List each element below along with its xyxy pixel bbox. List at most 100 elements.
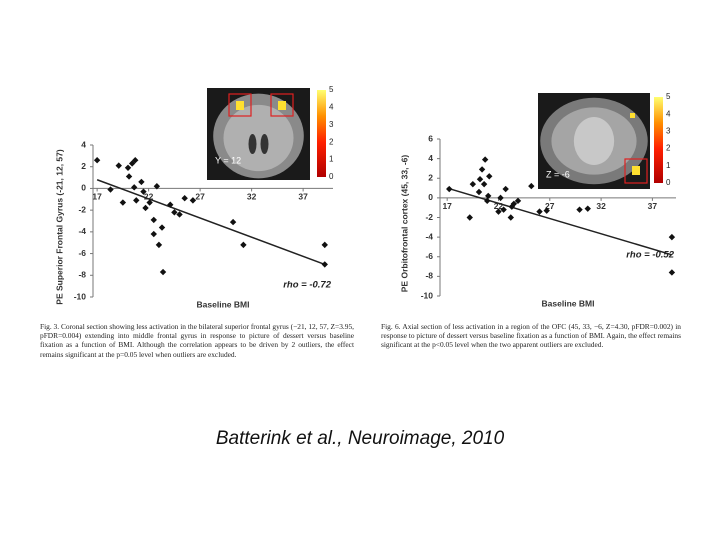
slice-label: Y = 12: [215, 155, 241, 165]
x-tick-label: 17: [92, 192, 102, 202]
y-tick-label: 2: [428, 173, 433, 183]
data-point: [584, 205, 591, 212]
x-tick-label: 27: [195, 192, 205, 202]
y-tick-label: 4: [428, 153, 433, 163]
x-tick-label: 37: [648, 201, 658, 211]
roi-box: [228, 93, 252, 117]
x-tick-label: 27: [545, 201, 555, 211]
data-point: [138, 178, 145, 186]
roi-box: [624, 158, 648, 184]
y-tick-label: -4: [78, 226, 86, 236]
data-point: [508, 203, 516, 210]
data-point: [140, 188, 147, 195]
y-tick-label: 2: [81, 161, 86, 171]
data-point: [155, 241, 163, 249]
data-point: [133, 197, 140, 204]
data-point: [475, 188, 483, 196]
data-point: [576, 206, 583, 213]
data-point: [189, 197, 197, 204]
x-axis-label: Baseline BMI: [542, 298, 595, 308]
colorbar-tick-label: 4: [329, 103, 334, 112]
colorbar-tick-label: 2: [329, 137, 334, 146]
data-point: [321, 241, 328, 249]
data-point: [159, 268, 167, 276]
x-axis-label: Baseline BMI: [197, 299, 250, 309]
caption: Fig. 3. Coronal section showing less act…: [40, 322, 354, 359]
data-point: [125, 173, 133, 180]
data-point: [485, 192, 492, 200]
data-point: [668, 233, 676, 241]
data-point: [181, 195, 188, 202]
data-point: [93, 157, 101, 164]
y-tick-label: 0: [81, 183, 86, 193]
data-point: [502, 185, 509, 193]
annotation: rho = -0.52: [626, 249, 674, 260]
data-point: [132, 157, 139, 164]
brain-slice: [223, 104, 294, 172]
data-point: [500, 206, 507, 213]
data-point: [131, 184, 138, 191]
trend-line: [446, 187, 673, 256]
data-point: [171, 209, 178, 216]
data-point: [446, 185, 453, 193]
colorbar-tick-label: 5: [329, 85, 334, 94]
colorbar-tick-label: 3: [329, 120, 334, 129]
y-tick-label: 0: [428, 192, 433, 202]
colorbar-tick-label: 4: [666, 109, 671, 118]
colorbar-tick-label: 0: [329, 172, 334, 181]
x-tick-label: 22: [144, 192, 154, 202]
activation: [278, 101, 286, 110]
slice-label: Z = -6: [546, 169, 570, 179]
x-tick-label: 17: [442, 201, 452, 211]
y-tick-label: -2: [425, 212, 433, 222]
data-point: [240, 241, 247, 249]
activation: [236, 101, 244, 110]
data-point: [119, 199, 127, 206]
data-point: [481, 156, 489, 163]
data-point: [229, 218, 237, 226]
data-point: [115, 162, 122, 169]
data-point: [478, 166, 486, 173]
data-point: [476, 176, 484, 183]
data-point: [484, 197, 491, 205]
colorbar-tick-label: 1: [666, 161, 671, 170]
activation: [630, 113, 635, 118]
y-tick-label: -6: [425, 251, 433, 261]
y-axis-label: PE Orbitofrontal cortex (45, 33, -6): [399, 155, 409, 293]
y-tick-label: -2: [78, 204, 86, 214]
data-point: [528, 182, 535, 190]
data-point: [153, 183, 161, 190]
colorbar-tick-label: 3: [666, 127, 671, 136]
annotation: rho = -0.72: [283, 280, 331, 291]
x-tick-label: 37: [298, 192, 308, 202]
data-point: [469, 180, 477, 188]
roi-box: [270, 93, 294, 117]
x-tick-label: 32: [596, 201, 606, 211]
y-axis-label: PE Superior Frontal Gyrus (-21, 12, 57): [54, 149, 64, 305]
data-point: [321, 261, 328, 268]
y-tick-label: 4: [81, 139, 86, 149]
activation: [632, 166, 640, 175]
data-point: [497, 194, 504, 202]
data-point: [124, 164, 132, 171]
colorbar: [654, 97, 663, 183]
data-point: [507, 214, 514, 221]
y-tick-label: 6: [428, 133, 433, 143]
data-point: [543, 207, 550, 214]
data-point: [480, 180, 488, 188]
caption: Fig. 6. Axial section of less activation…: [381, 322, 681, 350]
data-point: [142, 204, 149, 212]
colorbar-tick-label: 0: [666, 178, 671, 187]
data-point: [150, 230, 157, 238]
data-point: [514, 197, 522, 205]
brain-slice: [573, 117, 615, 165]
data-point: [536, 208, 543, 215]
data-point: [486, 173, 493, 180]
x-tick-label: 22: [494, 201, 504, 211]
trend-line: [96, 179, 326, 266]
data-point: [510, 200, 518, 207]
data-point: [176, 211, 183, 218]
x-tick-label: 32: [247, 192, 257, 202]
